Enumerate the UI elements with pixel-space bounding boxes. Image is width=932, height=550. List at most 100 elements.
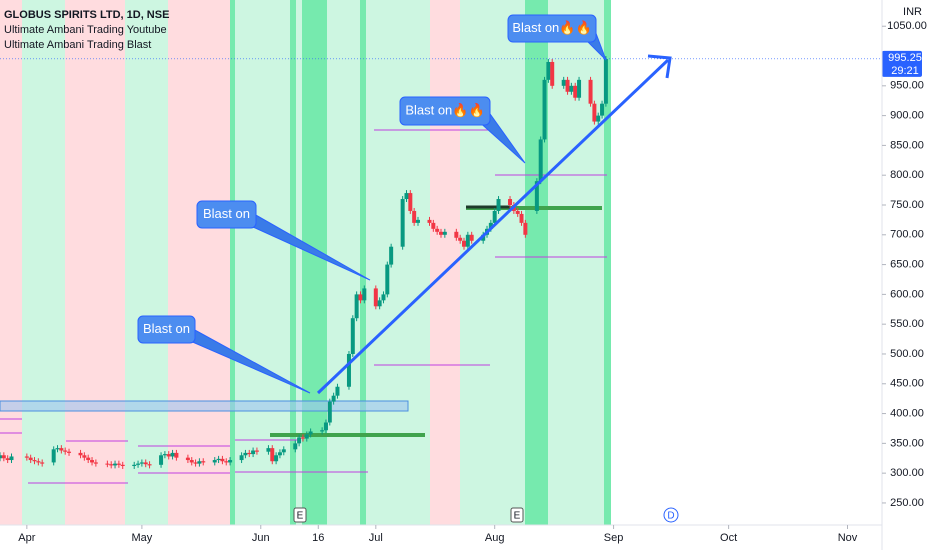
y-tick-label: 350.00: [890, 437, 924, 449]
candle-body: [55, 448, 60, 450]
candle-body: [266, 448, 271, 452]
candle-body: [116, 463, 121, 465]
candle-body: [320, 430, 325, 432]
y-tick-label: 800.00: [890, 169, 924, 181]
x-tick-label: Sep: [604, 532, 624, 544]
candle-body: [274, 455, 279, 462]
candle-body: [400, 199, 405, 247]
last-price-tag: [882, 50, 922, 77]
band: [290, 0, 296, 525]
candle-body: [358, 294, 363, 301]
callout-box: [399, 96, 491, 126]
candle-body: [346, 353, 351, 387]
band: [230, 0, 235, 525]
candle-body: [603, 58, 608, 104]
event-marker: [663, 507, 679, 523]
background-bands: [0, 0, 611, 525]
zone-box: [0, 400, 409, 412]
candle-body: [24, 456, 29, 458]
candle-body: [458, 237, 463, 241]
y-tick-label: 500.00: [890, 348, 924, 360]
candle-body: [362, 288, 367, 301]
candle-body: [592, 103, 597, 122]
y-tick-label: 700.00: [890, 229, 924, 241]
candle-body: [442, 231, 447, 235]
candle-body: [404, 193, 409, 200]
plot: [0, 56, 608, 469]
x-tick-label: 16: [312, 532, 324, 544]
candle-body: [454, 231, 459, 238]
event-marker: [510, 507, 524, 523]
candle-body: [389, 246, 394, 265]
band: [360, 0, 366, 525]
candle-body: [381, 294, 386, 301]
band: [235, 0, 290, 525]
candle-body: [523, 222, 528, 235]
y-tick-label: 750.00: [890, 199, 924, 211]
candle-body: [132, 464, 137, 467]
candle-body: [220, 458, 225, 462]
band: [525, 0, 548, 525]
band: [65, 0, 125, 525]
band: [22, 0, 65, 525]
candle-body: [488, 222, 493, 229]
candle-body: [308, 431, 313, 435]
candle-body: [350, 318, 355, 354]
candle-body: [1, 455, 6, 459]
currency: INR: [903, 6, 922, 18]
arrow-head: [647, 54, 672, 79]
x-tick-label: Aug: [485, 532, 505, 544]
x-tick-label: May: [131, 532, 152, 544]
callout-text: Blast on🔥🔥: [512, 20, 591, 35]
callout-text: Blast on: [143, 321, 190, 336]
y-tick-label: 900.00: [890, 110, 924, 122]
x-tick-label: Jun: [252, 532, 270, 544]
candle-body: [281, 449, 286, 453]
candle-body: [465, 234, 470, 247]
candle-body: [243, 452, 248, 456]
y-tick-label: 950.00: [890, 80, 924, 92]
candle-body: [588, 79, 593, 104]
callout-box: [507, 14, 597, 43]
band: [366, 0, 430, 525]
candle-body: [335, 386, 340, 396]
band: [0, 0, 22, 525]
candle-body: [36, 461, 41, 463]
symbol-title: GLOBUS SPIRITS LTD, 1D, NSE: [4, 9, 169, 21]
candle-body: [354, 294, 359, 319]
candle-body: [323, 422, 328, 431]
candle-body: [51, 449, 56, 463]
candle-body: [462, 240, 467, 247]
candle-body: [435, 228, 440, 232]
band: [296, 0, 302, 525]
candle-body: [170, 452, 175, 457]
candle-body: [565, 79, 570, 92]
callout-box: [196, 200, 257, 229]
y-tick-label: 1050.00: [887, 20, 927, 32]
candle-body: [373, 288, 378, 307]
candle-body: [385, 264, 390, 295]
indicator-lines: [0, 129, 607, 484]
band: [302, 0, 327, 525]
candle-body: [109, 464, 114, 466]
candle-body: [542, 79, 547, 140]
candle-body: [166, 454, 171, 457]
y-tick-label: 450.00: [890, 378, 924, 390]
candle-body: [147, 464, 152, 466]
candle-body: [40, 462, 45, 464]
trend-arrow: [316, 58, 670, 395]
y-tick-label: 250.00: [890, 497, 924, 509]
candle-body: [59, 448, 64, 451]
candle-body: [270, 448, 275, 462]
candle-body: [120, 464, 125, 467]
candle-body: [331, 395, 336, 402]
candle-body: [86, 457, 91, 461]
candle-body: [239, 455, 244, 461]
candle-body: [113, 463, 118, 466]
candle-body: [377, 300, 382, 307]
x-tick-label: Nov: [838, 532, 858, 544]
candle-body: [139, 462, 144, 464]
x-tick-label: Apr: [18, 532, 35, 544]
